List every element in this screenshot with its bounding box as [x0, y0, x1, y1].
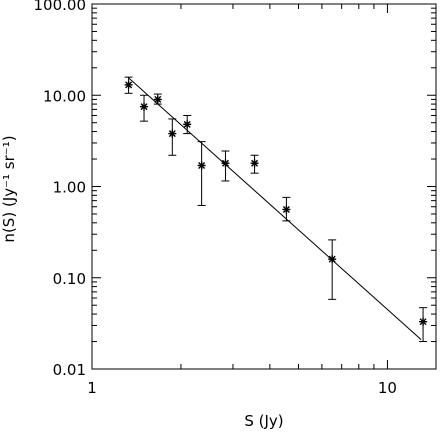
data-point — [419, 307, 428, 343]
data-point — [183, 114, 192, 135]
asterisk-marker — [251, 159, 259, 167]
asterisk-marker — [221, 159, 229, 167]
asterisk-marker — [125, 81, 133, 89]
y-tick-label: 10.00 — [43, 87, 86, 105]
y-tick-label: 1.00 — [53, 179, 86, 197]
fit-line — [128, 77, 422, 340]
y-tick-label: 0.01 — [53, 361, 86, 379]
data-point — [282, 196, 291, 222]
data-point — [328, 239, 337, 300]
asterisk-marker — [198, 161, 206, 169]
data-point — [168, 118, 177, 156]
asterisk-marker — [140, 103, 148, 111]
x-tick-label: 10 — [378, 379, 397, 397]
y-tick-label: 0.10 — [53, 270, 86, 288]
data-point — [250, 154, 259, 174]
asterisk-marker — [154, 95, 162, 103]
asterisk-marker — [168, 130, 176, 138]
asterisk-marker — [419, 318, 427, 326]
fit-line-series — [128, 77, 422, 340]
tick-labels: 1 10 0.01 0.10 1.00 10.00 100.00 — [34, 0, 397, 397]
asterisk-marker — [183, 120, 191, 128]
x-axis-label: S (Jy) — [244, 412, 283, 430]
data-point — [140, 94, 149, 122]
data-point — [221, 150, 230, 182]
data-points-series — [124, 76, 428, 343]
data-point — [197, 141, 206, 206]
x-tick-label: 1 — [87, 379, 97, 397]
ticks — [91, 4, 436, 370]
asterisk-marker — [282, 205, 290, 213]
data-point — [124, 76, 133, 94]
y-axis-label: n(S) (Jy⁻¹ sr⁻¹) — [0, 135, 18, 242]
y-tick-label: 100.00 — [34, 0, 87, 14]
asterisk-marker — [328, 255, 336, 263]
plot-frame — [91, 3, 437, 370]
data-point — [153, 93, 162, 105]
